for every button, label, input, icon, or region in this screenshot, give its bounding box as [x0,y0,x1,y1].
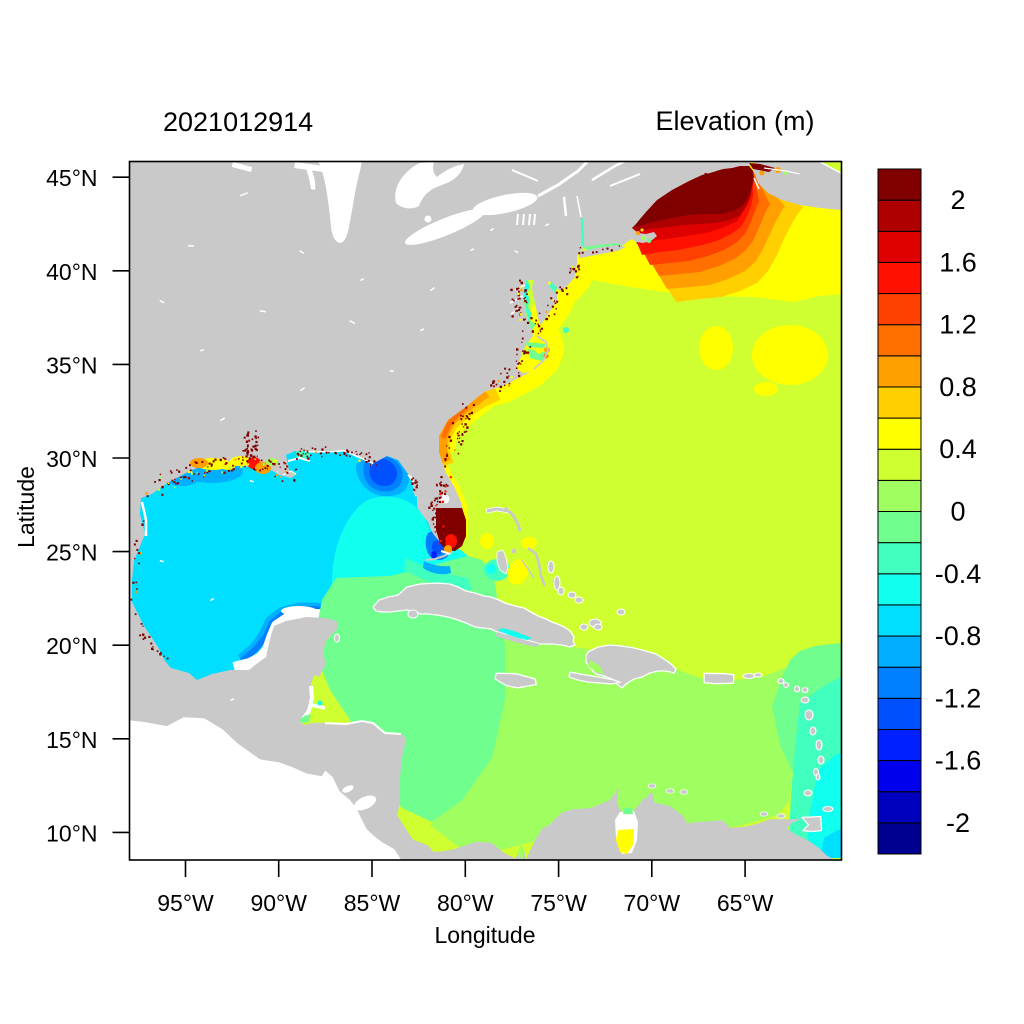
svg-text:35°N: 35°N [46,352,97,378]
svg-text:30°N: 30°N [46,446,97,472]
svg-text:Longitude: Longitude [434,922,535,948]
svg-text:1.6: 1.6 [939,247,977,277]
svg-text:75°W: 75°W [530,890,587,916]
svg-text:2: 2 [950,185,965,215]
svg-text:2021012914: 2021012914 [163,107,313,137]
svg-text:0: 0 [950,497,965,527]
svg-text:85°W: 85°W [344,890,401,916]
svg-text:-1.2: -1.2 [935,683,982,713]
svg-text:70°W: 70°W [624,890,681,916]
svg-text:80°W: 80°W [437,890,494,916]
svg-text:0.8: 0.8 [939,372,977,402]
svg-text:15°N: 15°N [46,727,97,753]
svg-text:40°N: 40°N [46,259,97,285]
svg-text:-0.8: -0.8 [935,621,982,651]
svg-text:90°W: 90°W [250,890,307,916]
svg-text:-2: -2 [946,808,970,838]
svg-text:65°W: 65°W [717,890,774,916]
svg-text:Latitude: Latitude [13,466,39,548]
svg-text:-0.4: -0.4 [935,559,982,589]
svg-text:10°N: 10°N [46,820,97,846]
svg-text:0.4: 0.4 [939,434,977,464]
svg-text:-1.6: -1.6 [935,746,982,776]
svg-text:20°N: 20°N [46,633,97,659]
svg-text:45°N: 45°N [46,165,97,191]
svg-text:95°W: 95°W [157,890,214,916]
svg-text:Elevation (m): Elevation (m) [655,106,814,136]
svg-text:1.2: 1.2 [939,310,977,340]
svg-text:25°N: 25°N [46,540,97,566]
